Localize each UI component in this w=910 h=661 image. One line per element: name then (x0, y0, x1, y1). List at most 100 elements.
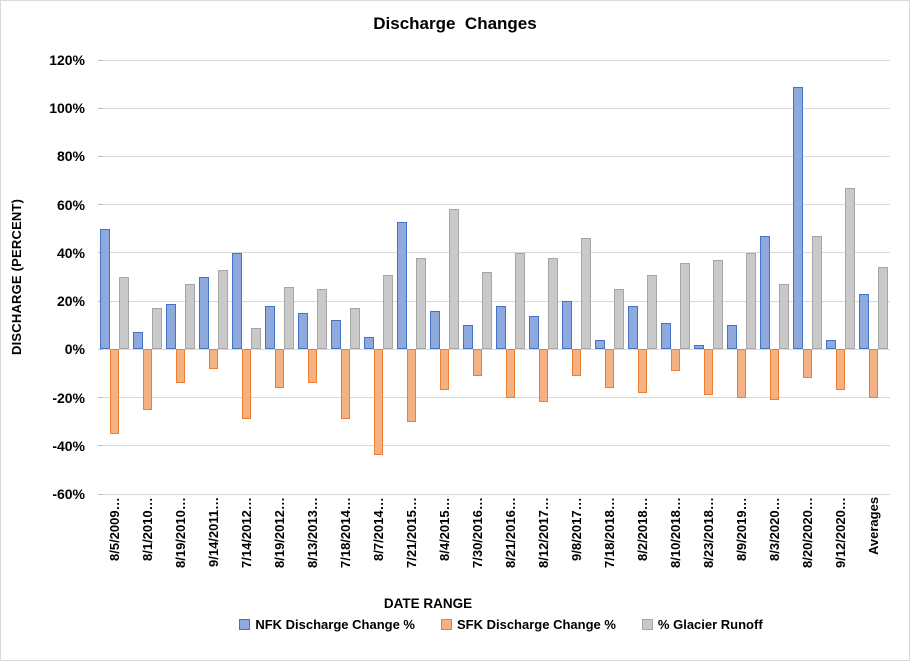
bar-nfk-20 (760, 236, 770, 350)
gridline (98, 204, 890, 206)
gridline (98, 348, 890, 350)
gridline (98, 107, 890, 109)
bar-nfk-0 (100, 228, 110, 350)
x-tick-label: 8/1/2010… (139, 497, 155, 561)
bar-glacier-20 (779, 284, 789, 350)
bar-nfk-10 (430, 310, 440, 350)
x-tick-label: 8/9/2019… (733, 497, 749, 561)
bar-glacier-12 (515, 252, 525, 350)
x-tick-label: 8/12/2017… (535, 497, 551, 568)
y-axis-tick (98, 397, 103, 399)
bar-glacier-6 (317, 289, 327, 350)
bar-sfk-16 (637, 349, 648, 393)
bar-sfk-20 (769, 349, 780, 400)
bar-sfk-23 (868, 349, 879, 398)
bar-nfk-2 (166, 303, 176, 350)
bar-nfk-17 (661, 322, 671, 350)
x-tick-label: 7/14/2012… (238, 497, 254, 568)
y-tick-label: 0% (64, 341, 85, 358)
bar-sfk-8 (373, 349, 384, 456)
bar-sfk-14 (571, 349, 582, 376)
legend-swatch-nfk (239, 619, 251, 630)
x-tick-label: 8/2/2018… (634, 497, 650, 561)
bar-nfk-13 (529, 315, 539, 350)
bar-nfk-8 (364, 337, 374, 350)
bar-glacier-22 (845, 187, 855, 350)
x-tick-label: 7/21/2015… (403, 497, 419, 568)
bar-glacier-10 (449, 209, 459, 350)
bar-sfk-7 (340, 349, 351, 420)
bar-sfk-17 (670, 349, 681, 372)
bar-glacier-18 (713, 260, 723, 350)
bar-nfk-21 (793, 86, 803, 350)
y-tick-label: 80% (56, 148, 85, 165)
x-tick-label: 7/18/2018… (601, 497, 617, 568)
bar-nfk-19 (727, 325, 737, 350)
bar-glacier-1 (152, 308, 162, 350)
x-tick-label: 8/23/2018… (700, 497, 716, 568)
legend-swatch-sfk (440, 619, 452, 630)
legend-item-glacier: % Glacier Runoff (641, 617, 763, 632)
bar-nfk-12 (496, 305, 506, 350)
y-tick-label: 100% (49, 100, 85, 117)
gridline (98, 445, 890, 447)
x-tick-label: 8/21/2016… (502, 497, 518, 568)
gridline (98, 252, 890, 254)
bar-glacier-17 (680, 262, 690, 350)
legend: NFK Discharge Change % SFK Discharge Chan… (98, 617, 890, 632)
x-tick-label: 7/30/2016… (469, 497, 485, 568)
bar-sfk-4 (241, 349, 252, 420)
bar-nfk-3 (199, 277, 209, 350)
bar-nfk-5 (265, 305, 275, 350)
gridline (98, 59, 890, 61)
bar-sfk-13 (538, 349, 549, 403)
bar-sfk-21 (802, 349, 813, 379)
x-tick-label: 8/13/2013… (304, 497, 320, 568)
bar-nfk-11 (463, 325, 473, 350)
y-axis-tick (98, 445, 103, 447)
y-tick-label: 40% (56, 244, 85, 261)
bar-glacier-21 (812, 236, 822, 350)
x-tick-label: 8/20/2020… (799, 497, 815, 568)
legend-item-nfk: NFK Discharge Change % (239, 617, 415, 632)
legend-label-sfk: SFK Discharge Change % (456, 617, 616, 632)
bar-sfk-5 (274, 349, 285, 388)
bar-sfk-2 (175, 349, 186, 384)
gridline (98, 300, 890, 302)
y-axis-tick (98, 348, 103, 350)
bar-glacier-4 (251, 327, 261, 350)
bar-nfk-7 (331, 320, 341, 350)
y-axis-tick (98, 493, 103, 495)
y-axis-tick (98, 107, 103, 109)
bar-glacier-9 (416, 257, 426, 350)
bar-glacier-13 (548, 257, 558, 350)
bar-sfk-6 (307, 349, 318, 384)
x-tick-label: 8/19/2012… (271, 497, 287, 568)
y-tick-label: 60% (56, 196, 85, 213)
bar-nfk-18 (694, 344, 704, 350)
y-axis-tick (98, 155, 103, 157)
x-axis-title: DATE RANGE (383, 596, 473, 611)
x-tick-label: 8/10/2018… (667, 497, 683, 568)
bar-sfk-15 (604, 349, 615, 388)
gridline (98, 397, 890, 399)
bar-sfk-10 (439, 349, 450, 391)
x-tick-label: 8/4/2015… (436, 497, 452, 561)
bar-nfk-16 (628, 305, 638, 350)
y-tick-label: -60% (52, 486, 85, 502)
y-tick-label: 20% (56, 293, 85, 310)
bar-glacier-16 (647, 274, 657, 350)
bar-glacier-14 (581, 238, 591, 350)
x-tick-label: 8/7/2014… (370, 497, 386, 561)
x-tick-label: 9/12/2020… (832, 497, 848, 568)
y-axis-tick (98, 59, 103, 61)
x-tick-label: 9/8/2017… (568, 497, 584, 561)
bar-sfk-1 (142, 349, 153, 410)
x-tick-label: Averages (865, 497, 881, 556)
bar-nfk-14 (562, 301, 572, 350)
x-tick-label: 7/18/2014… (337, 497, 353, 568)
bar-glacier-3 (218, 269, 228, 350)
bar-sfk-12 (505, 349, 516, 398)
bar-glacier-5 (284, 286, 294, 350)
bar-sfk-22 (835, 349, 846, 391)
